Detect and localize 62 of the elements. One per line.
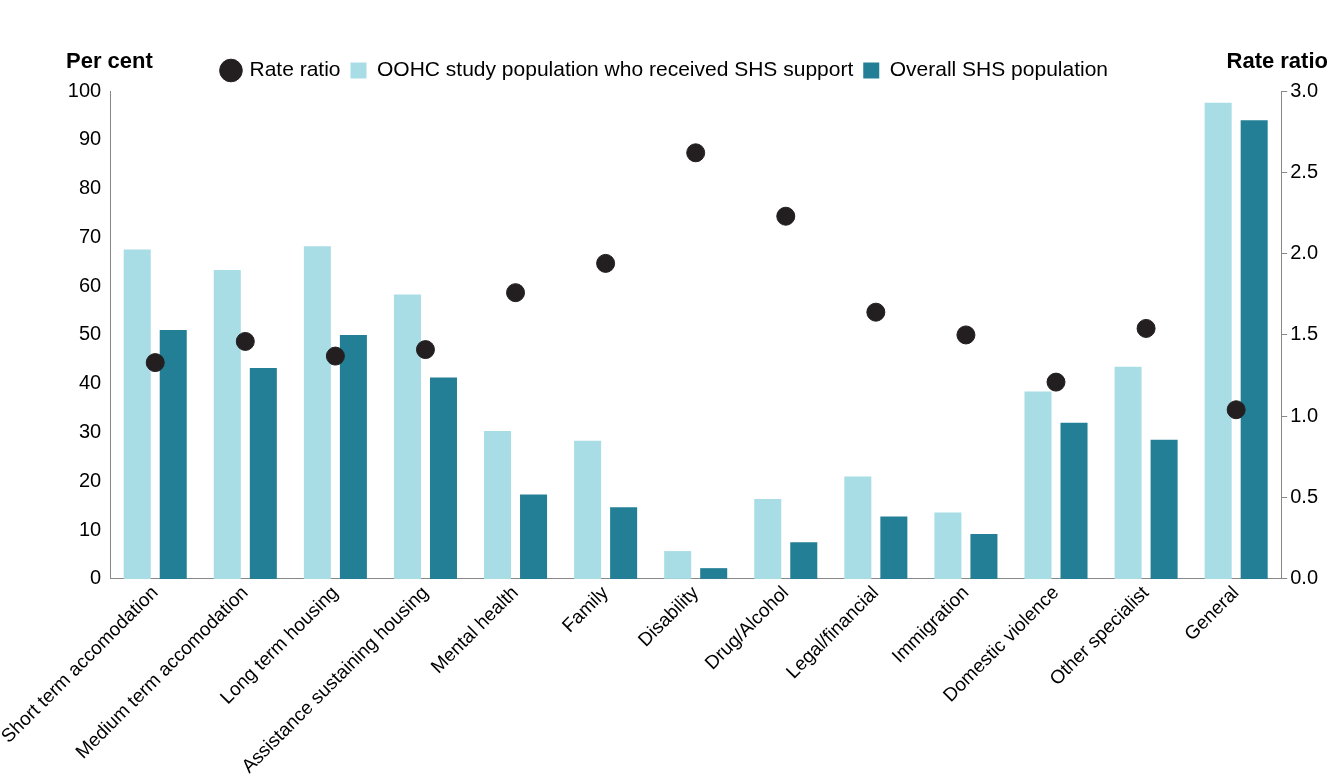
point bbox=[1226, 400, 1246, 420]
point bbox=[866, 302, 886, 322]
point bbox=[506, 283, 526, 303]
bar bbox=[610, 507, 638, 579]
bar bbox=[970, 534, 998, 579]
bar bbox=[484, 431, 512, 579]
legend-label: Rate ratio bbox=[249, 57, 341, 81]
point bbox=[776, 206, 796, 226]
bar bbox=[303, 246, 331, 579]
y-tick-label: 0 bbox=[90, 566, 102, 589]
point bbox=[1046, 372, 1066, 392]
point bbox=[235, 331, 255, 351]
y2-tick-label: 1.5 bbox=[1290, 322, 1319, 345]
legend-label: OOHC study population who received SHS support bbox=[377, 57, 854, 81]
y-tick-label: 100 bbox=[67, 78, 102, 101]
point bbox=[1136, 318, 1156, 338]
bar bbox=[754, 498, 782, 579]
point bbox=[686, 143, 706, 163]
bar bbox=[1060, 422, 1088, 579]
y-tick-label: 50 bbox=[78, 322, 102, 345]
legend-label: Overall SHS population bbox=[889, 57, 1109, 81]
y-axis-title: Per cent bbox=[66, 48, 154, 74]
y-tick-label: 40 bbox=[78, 371, 102, 394]
bar bbox=[1150, 439, 1178, 579]
bar bbox=[1114, 366, 1142, 579]
y2-axis-title: Rate ratio bbox=[1226, 48, 1328, 74]
y2-tick-label: 2.0 bbox=[1290, 241, 1319, 264]
bar bbox=[1204, 102, 1232, 579]
y-tick-label: 30 bbox=[78, 420, 102, 443]
bar bbox=[339, 334, 367, 579]
y2-tick-label: 3.0 bbox=[1290, 78, 1319, 101]
bar bbox=[393, 294, 421, 579]
y2-tick-label: 2.5 bbox=[1290, 159, 1319, 182]
y-tick-label: 70 bbox=[78, 224, 102, 247]
bar bbox=[790, 542, 818, 579]
y-tick-label: 80 bbox=[78, 176, 102, 199]
y-tick-label: 20 bbox=[78, 468, 102, 491]
bar bbox=[574, 440, 602, 579]
y2-tick-label: 1.0 bbox=[1290, 403, 1319, 426]
bar bbox=[700, 568, 728, 579]
bar bbox=[1240, 120, 1268, 579]
y2-tick-label: 0.5 bbox=[1290, 485, 1319, 508]
y-tick-label: 90 bbox=[78, 127, 102, 150]
bar bbox=[159, 330, 187, 579]
point bbox=[415, 340, 435, 360]
bar bbox=[123, 249, 151, 579]
point bbox=[145, 353, 165, 373]
y2-tick-label: 0.0 bbox=[1290, 566, 1319, 589]
bar bbox=[520, 494, 548, 579]
bar bbox=[1024, 391, 1052, 579]
point bbox=[956, 325, 976, 345]
y-tick-label: 10 bbox=[78, 517, 102, 540]
point bbox=[596, 253, 616, 273]
point bbox=[325, 346, 345, 366]
bar bbox=[664, 551, 692, 579]
bar bbox=[844, 476, 872, 579]
bar bbox=[213, 270, 241, 579]
bar bbox=[880, 516, 908, 579]
y-tick-label: 60 bbox=[78, 273, 102, 296]
bar bbox=[429, 377, 457, 579]
bar bbox=[249, 368, 277, 579]
bar bbox=[934, 512, 962, 579]
